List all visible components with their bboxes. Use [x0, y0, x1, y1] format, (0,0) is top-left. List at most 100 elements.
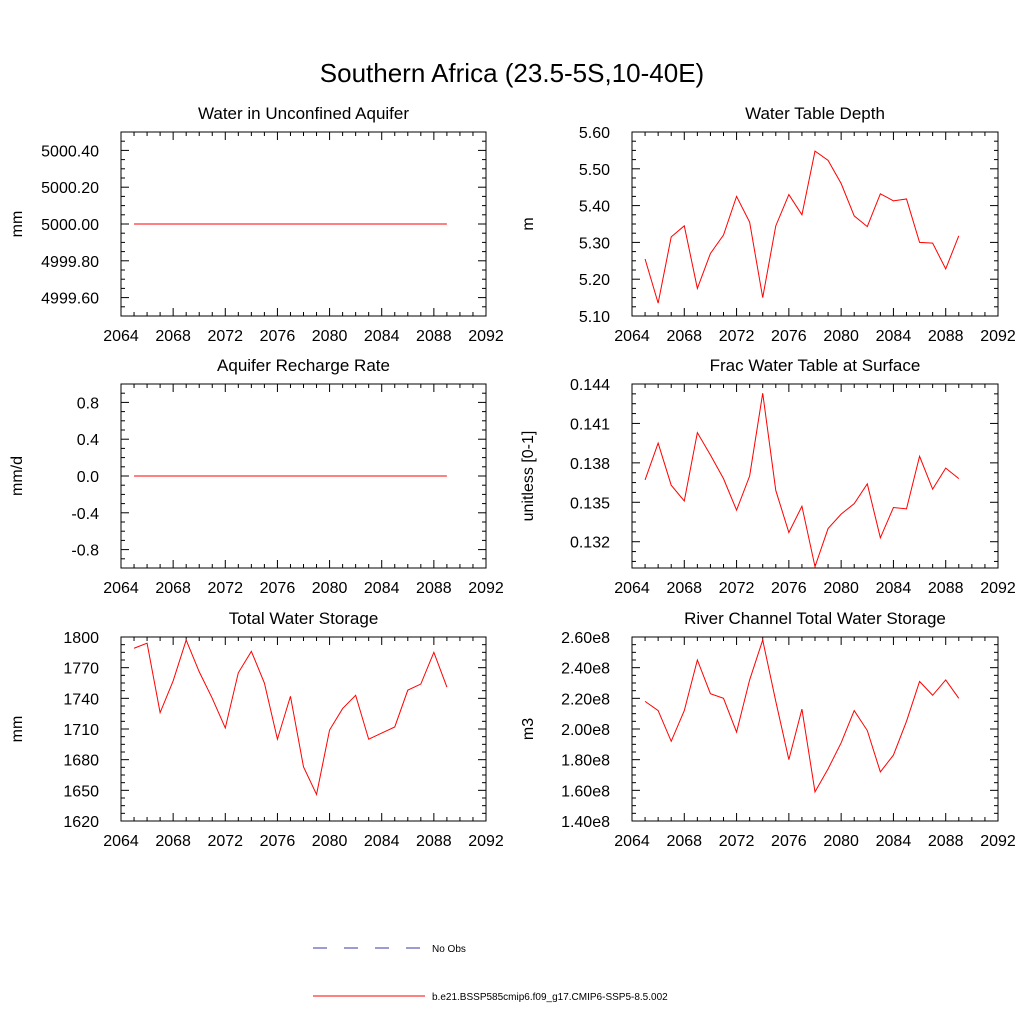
- y-tick-label: 1680: [63, 753, 99, 770]
- x-tick-label: 2092: [468, 833, 504, 850]
- x-tick-label: 2064: [614, 833, 650, 850]
- chart-panel-6: River Channel Total Water Storage 2064 206…: [520, 609, 1016, 850]
- x-tick-label: 2064: [614, 328, 650, 345]
- x-tick-label: 2080: [312, 580, 348, 597]
- y-tick-label: -0.4: [71, 506, 99, 523]
- y-tick-label: 2.40e8: [561, 661, 610, 678]
- x-tick-label: 2080: [312, 328, 348, 345]
- legend-label-1: No Obs: [432, 944, 466, 955]
- chart-panel-2: Water Table Depth 2064 2068 2072 2076 2080 208…: [520, 104, 1016, 345]
- y-tick-label: 1800: [63, 630, 99, 647]
- x-tick-label: 2076: [771, 580, 807, 597]
- y-tick-label: 1770: [63, 661, 99, 678]
- x-tick-label: 2084: [364, 580, 400, 597]
- y-tick-label: 1650: [63, 783, 99, 800]
- x-tick-label: 2076: [260, 580, 296, 597]
- plot-frame: [631, 383, 999, 569]
- x-tick-label: 2068: [666, 580, 702, 597]
- x-tick-label: 2084: [876, 833, 912, 850]
- x-tick-label: 2068: [666, 328, 702, 345]
- y-tick-label: 0.4: [77, 432, 99, 449]
- x-tick-label: 2064: [103, 328, 139, 345]
- y-tick-label: 2.60e8: [561, 630, 610, 647]
- legend-label-2: b.e21.BSSP585cmip6.f09_g17.CMIP6-SSP5-8.…: [432, 992, 668, 1003]
- panels: Water in Unconfined Aquifer 2064 2068 2072 2…: [9, 104, 1016, 850]
- y-tick-label: 5.60: [579, 125, 610, 142]
- x-tick-label: 2064: [103, 580, 139, 597]
- y-tick-label: 4999.60: [41, 291, 99, 308]
- x-tick-label: 2088: [416, 580, 452, 597]
- chart-panel-1: Water in Unconfined Aquifer 2064 2068 2072 2…: [9, 104, 504, 345]
- legend: No Obs b.e21.BSSP585cmip6.f09_g17.CMIP6-S…: [313, 944, 668, 1003]
- y-tick-label: 1.80e8: [561, 753, 610, 770]
- panel-title: Water Table Depth: [745, 104, 885, 123]
- x-tick-label: 2072: [719, 580, 755, 597]
- x-tick-label: 2080: [823, 833, 859, 850]
- panel-title: Aquifer Recharge Rate: [217, 356, 390, 375]
- y-axis-label: mm: [9, 716, 26, 743]
- plot-frame: [631, 636, 999, 822]
- x-tick-label: 2092: [468, 580, 504, 597]
- x-tick-label: 2088: [416, 833, 452, 850]
- y-tick-label: 1740: [63, 691, 99, 708]
- y-axis-label: mm/d: [9, 456, 26, 496]
- y-tick-label: 5.20: [579, 272, 610, 289]
- main-title: Southern Africa (23.5-5S,10-40E): [320, 58, 704, 88]
- y-tick-label: 5000.40: [41, 143, 99, 160]
- y-tick-label: 5000.00: [41, 217, 99, 234]
- y-tick-label: 5.10: [579, 309, 610, 326]
- chart-panel-5: Total Water Storage 2064 2068 2072 2076 2080 2…: [9, 609, 504, 850]
- x-tick-label: 2084: [876, 328, 912, 345]
- y-tick-label: 0.0: [77, 469, 99, 486]
- x-tick-label: 2072: [207, 580, 243, 597]
- x-tick-label: 2092: [980, 833, 1016, 850]
- y-axis-label: m: [520, 217, 537, 230]
- chart-panel-3: Aquifer Recharge Rate 2064 2068 2072 2076 208…: [9, 356, 504, 597]
- x-tick-label: 2076: [260, 833, 296, 850]
- x-tick-label: 2076: [771, 328, 807, 345]
- x-tick-label: 2088: [928, 833, 964, 850]
- y-axis-label: mm: [9, 211, 26, 238]
- plot-frame: [631, 131, 999, 317]
- x-tick-label: 2068: [666, 833, 702, 850]
- x-tick-label: 2068: [155, 833, 191, 850]
- y-tick-label: 5.40: [579, 199, 610, 216]
- x-tick-label: 2080: [823, 580, 859, 597]
- x-tick-label: 2092: [980, 328, 1016, 345]
- x-tick-label: 2064: [614, 580, 650, 597]
- y-tick-label: 1710: [63, 722, 99, 739]
- x-tick-label: 2088: [928, 580, 964, 597]
- y-tick-label: 2.00e8: [561, 722, 610, 739]
- panel-title: Total Water Storage: [229, 609, 379, 628]
- y-axis-label: m3: [520, 718, 537, 740]
- x-tick-label: 2072: [719, 328, 755, 345]
- y-tick-label: 1620: [63, 814, 99, 831]
- y-tick-label: 0.141: [570, 416, 610, 433]
- x-tick-label: 2072: [207, 328, 243, 345]
- x-tick-label: 2080: [312, 833, 348, 850]
- x-tick-label: 2076: [771, 833, 807, 850]
- series-line-1: [644, 638, 960, 794]
- panel-title: River Channel Total Water Storage: [684, 609, 946, 628]
- y-tick-label: 2.20e8: [561, 691, 610, 708]
- x-tick-label: 2088: [416, 328, 452, 345]
- x-tick-label: 2072: [719, 833, 755, 850]
- chart-panel-4: Frac Water Table at Surface 2064 2068 2072 2…: [520, 356, 1016, 597]
- y-tick-label: 1.40e8: [561, 814, 610, 831]
- plot-frame: [120, 636, 487, 822]
- x-tick-label: 2092: [980, 580, 1016, 597]
- y-tick-label: 0.138: [570, 456, 610, 473]
- series-line-1: [133, 638, 448, 796]
- y-tick-label: -0.8: [71, 543, 99, 560]
- panel-title: Water in Unconfined Aquifer: [198, 104, 409, 123]
- x-tick-label: 2092: [468, 328, 504, 345]
- y-tick-label: 5000.20: [41, 180, 99, 197]
- y-tick-label: 5.50: [579, 162, 610, 179]
- x-tick-label: 2080: [823, 328, 859, 345]
- y-tick-label: 0.132: [570, 535, 610, 552]
- y-tick-label: 0.8: [77, 395, 99, 412]
- y-tick-label: 0.144: [570, 377, 610, 394]
- y-tick-label: 5.30: [579, 235, 610, 252]
- y-tick-label: 4999.80: [41, 254, 99, 271]
